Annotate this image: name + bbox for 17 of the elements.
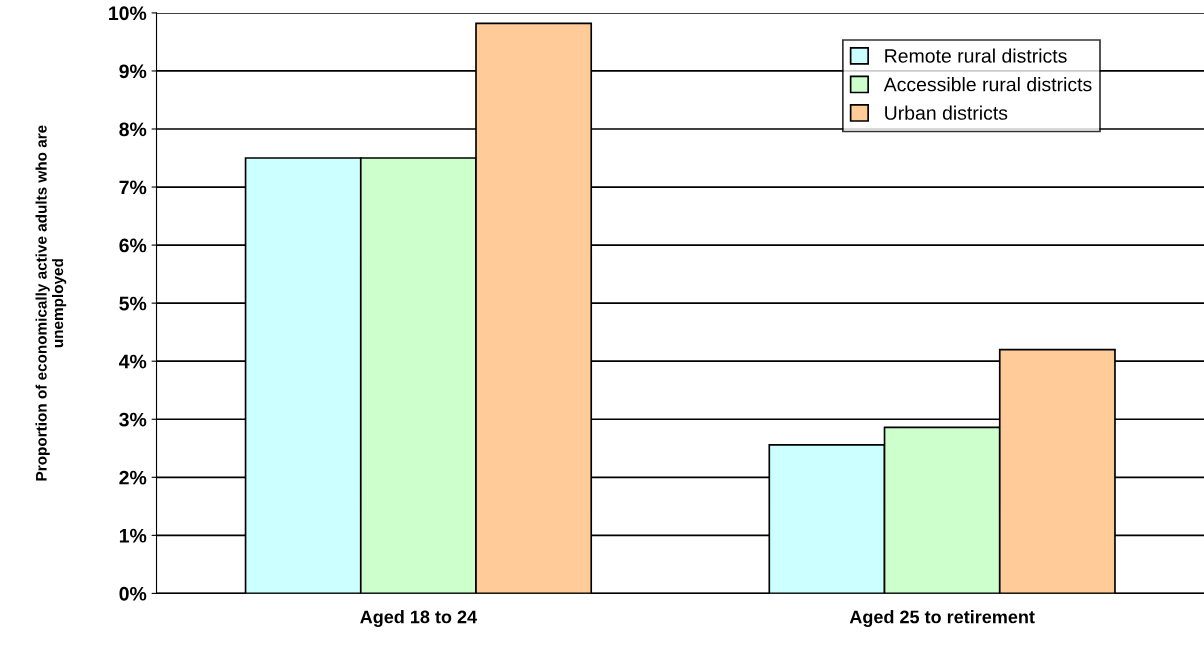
y-axis-title: Proportion of economically active adults who are unemployed xyxy=(35,125,67,481)
legend-label: Accessible rural districts xyxy=(883,77,1092,92)
y-tick-label: 6% xyxy=(119,238,147,253)
y-tick-label: 0% xyxy=(119,586,147,601)
y-tick-label: 4% xyxy=(118,354,147,369)
y-tick-label: 1% xyxy=(119,528,147,543)
y-tick-label: 5% xyxy=(119,296,147,311)
legend-label: Urban districts xyxy=(885,105,1008,120)
y-tick-label: 7% xyxy=(119,180,147,195)
y-tick-label: 9% xyxy=(119,64,147,79)
y-tick-label: 8% xyxy=(119,122,147,137)
legend-label: Remote rural districts xyxy=(885,48,1067,63)
x-tick-label: Aged 25 to retirement xyxy=(849,610,1035,627)
y-tick-label: 10% xyxy=(109,6,147,21)
y-tick-label: 3% xyxy=(119,412,147,427)
x-tick-label: Aged 18 to 24 xyxy=(360,610,477,627)
y-tick-label: 2% xyxy=(119,470,147,485)
